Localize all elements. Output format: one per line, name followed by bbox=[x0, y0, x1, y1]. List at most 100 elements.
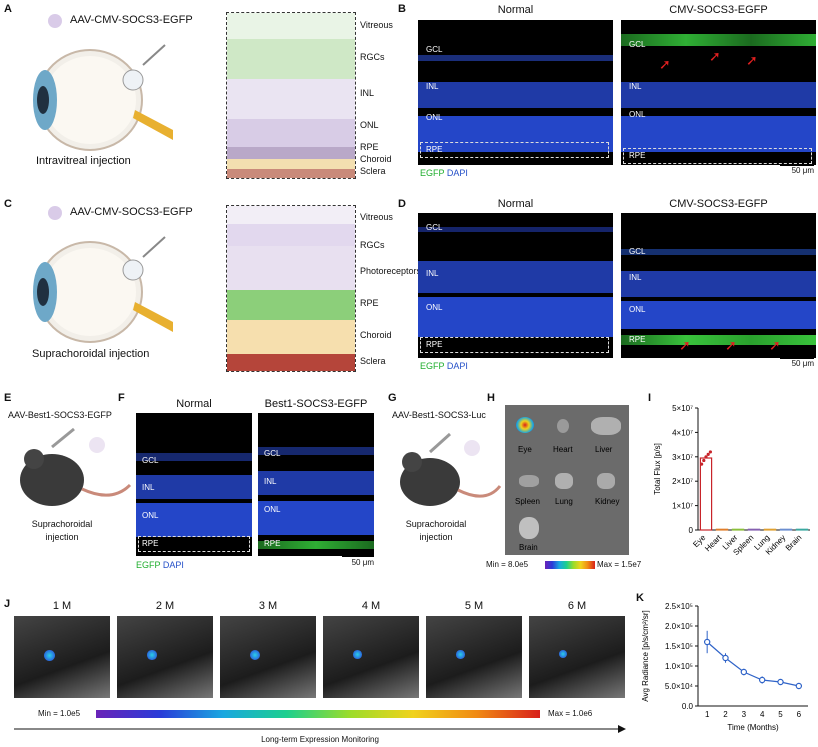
timepoint-label: 2 M bbox=[155, 600, 175, 612]
bar bbox=[731, 528, 745, 531]
inl-label: INL bbox=[426, 82, 439, 91]
organ-label: Brain bbox=[519, 543, 538, 552]
legend-egfp: EGFP bbox=[136, 560, 161, 570]
layer-c-1: RGCs bbox=[360, 240, 385, 250]
eye-organ bbox=[516, 417, 534, 433]
route-label-c: Suprachoroidal injection bbox=[32, 348, 150, 360]
scale-label-b: 50 μm bbox=[791, 166, 814, 175]
mouse-bioluminescence-image bbox=[220, 616, 316, 698]
micrograph-normal-f: GCL INL ONL RPE bbox=[136, 413, 252, 556]
mouse-bioluminescence-image bbox=[426, 616, 522, 698]
data-point bbox=[706, 452, 710, 456]
signal-spot bbox=[353, 650, 362, 659]
y-tick-label: 5×10⁷ bbox=[672, 404, 693, 413]
legend-dapi: DAPI bbox=[446, 361, 468, 371]
route-label-e: Suprachoroidal injection bbox=[31, 519, 93, 542]
legend-egfp: EGFP bbox=[420, 361, 445, 371]
x-tick-label: 2 bbox=[723, 710, 728, 719]
rpe-label: RPE bbox=[629, 335, 646, 344]
x-tick-label: 6 bbox=[797, 710, 802, 719]
y-tick-label: 5.0×10⁴ bbox=[665, 682, 694, 691]
arrow-icon: ➚ bbox=[709, 48, 721, 64]
legend-dapi: DAPI bbox=[162, 560, 184, 570]
data-point bbox=[702, 458, 706, 463]
scale-label-d: 50 μm bbox=[791, 359, 814, 368]
spleen-organ bbox=[519, 475, 539, 487]
onl-label: ONL bbox=[426, 113, 443, 122]
rpe-label: RPE bbox=[264, 539, 281, 548]
legend-b: EGFP DAPI bbox=[420, 168, 468, 178]
rpe-label: RPE bbox=[142, 539, 159, 548]
vector-label-g: AAV-Best1-SOCS3-Luc bbox=[392, 410, 486, 420]
layer-a-0: Vitreous bbox=[360, 20, 393, 30]
arrow-icon: ➚ bbox=[746, 52, 758, 68]
panel-label-e: E bbox=[4, 392, 12, 404]
y-tick-label: 0.0 bbox=[682, 702, 694, 711]
inl-label: INL bbox=[629, 273, 642, 282]
max-label-j: Max = 1.0e6 bbox=[548, 709, 593, 718]
mouse-bioluminescence-image bbox=[323, 616, 419, 698]
gcl-label: GCL bbox=[264, 449, 281, 458]
timepoint-label: 6 M bbox=[567, 600, 587, 612]
route-label-a: Intravitreal injection bbox=[36, 155, 131, 167]
aav-virus-icon bbox=[48, 14, 62, 28]
signal-spot bbox=[559, 650, 568, 659]
layer-a-6: Sclera bbox=[360, 166, 386, 176]
legend-f: EGFP DAPI bbox=[136, 560, 184, 570]
scale-bar bbox=[780, 358, 814, 359]
micrograph-normal-d: GCL INL ONL RPE bbox=[418, 213, 613, 358]
layer-diagram-a bbox=[226, 12, 356, 179]
rpe-label: RPE bbox=[426, 340, 443, 349]
bar-chart-total-flux: 0 1×10⁷ 2×10⁷ 3×10⁷ 4×10⁷ 5×10⁷ Total Flux [p/… bbox=[653, 404, 810, 557]
route-label-g: Suprachoroidal injection bbox=[405, 519, 467, 542]
data-point bbox=[777, 678, 784, 686]
micrograph-treated-f: GCL INL ONL RPE bbox=[258, 413, 374, 556]
colorbar-j bbox=[96, 710, 540, 718]
mouse-bioluminescence-image bbox=[14, 616, 110, 698]
x-tick-label: Brain bbox=[784, 533, 804, 553]
layer-diagram-c bbox=[226, 205, 356, 372]
gcl-label: GCL bbox=[426, 45, 443, 54]
timepoint-label: 1 M bbox=[52, 600, 72, 612]
heart-organ bbox=[557, 419, 569, 433]
organ-label: Lung bbox=[555, 497, 573, 506]
y-axis-label: Avg Radiance [p/s/cm²/sr] bbox=[641, 610, 650, 701]
x-tick-label: 4 bbox=[760, 710, 765, 719]
y-tick-label: 3×10⁷ bbox=[672, 453, 693, 462]
mouse-illustration-g bbox=[400, 432, 502, 506]
series-line bbox=[706, 641, 799, 687]
ivis-organ-image: Eye Heart Liver Spleen Lung Kidney Brain bbox=[505, 405, 629, 555]
mouse-bioluminescence-image bbox=[117, 616, 213, 698]
layer-c-4: Choroid bbox=[360, 330, 392, 340]
layer-c-0: Vitreous bbox=[360, 212, 393, 222]
x-axis-label: Time (Months) bbox=[727, 723, 779, 732]
colorbar-h bbox=[545, 561, 595, 569]
timepoint-label: 5 M bbox=[464, 600, 484, 612]
organ-label: Heart bbox=[553, 445, 573, 454]
micrograph-normal-b: GCL INL ONL RPE bbox=[418, 20, 613, 165]
inl-label: INL bbox=[142, 483, 155, 492]
vector-label-e: AAV-Best1-SOCS3-EGFP bbox=[8, 410, 112, 420]
y-tick-label: 1×10⁷ bbox=[672, 502, 693, 511]
panel-label-d: D bbox=[398, 198, 406, 210]
y-tick-label: 0 bbox=[689, 526, 694, 535]
panel-label-g: G bbox=[388, 392, 397, 404]
panel-label-k: K bbox=[636, 592, 644, 604]
scale-label-f: 50 μm bbox=[351, 558, 374, 567]
gcl-label: GCL bbox=[426, 223, 443, 232]
kidney-organ bbox=[597, 473, 615, 489]
data-point bbox=[704, 455, 708, 459]
line-chart-avg-radiance: 0.0 5.0×10⁴ 1.0×10⁵ 1.5×10⁵ 2.0×10⁵ 2.5×10⁵ 1 2… bbox=[641, 602, 808, 732]
arrow-icon: ➚ bbox=[769, 337, 781, 353]
col-treated-d: CMV-SOCS3-EGFP bbox=[669, 198, 768, 210]
bar bbox=[715, 528, 729, 531]
layer-c-5: Sclera bbox=[360, 356, 386, 366]
timepoint-label: 4 M bbox=[361, 600, 381, 612]
onl-label: ONL bbox=[142, 511, 159, 520]
aav-virus-icon bbox=[48, 206, 62, 220]
min-label-j: Min = 1.0e5 bbox=[38, 709, 81, 718]
timeline-caption: Long-term Expression Monitoring bbox=[261, 735, 379, 744]
y-tick-label: 1.5×10⁵ bbox=[665, 642, 693, 651]
onl-label: ONL bbox=[629, 110, 646, 119]
y-tick-label: 2.5×10⁵ bbox=[665, 602, 693, 611]
